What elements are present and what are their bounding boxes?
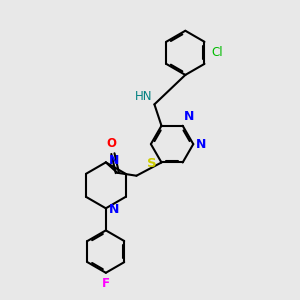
Text: N: N xyxy=(110,154,120,167)
Text: S: S xyxy=(147,158,157,170)
Text: Cl: Cl xyxy=(211,46,223,59)
Text: N: N xyxy=(184,110,194,123)
Text: N: N xyxy=(110,203,120,216)
Text: F: F xyxy=(102,277,110,290)
Text: HN: HN xyxy=(135,90,152,103)
Text: O: O xyxy=(106,137,116,150)
Text: N: N xyxy=(196,138,207,151)
